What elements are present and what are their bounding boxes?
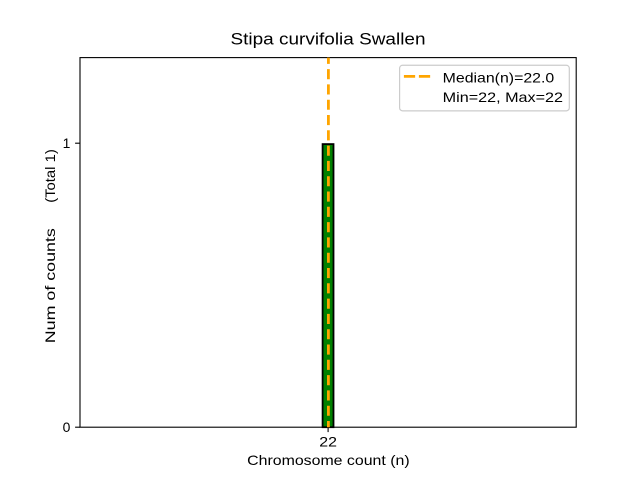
svg-text:Num of counts: Num of counts [42, 228, 58, 343]
svg-text:Chromosome count (n): Chromosome count (n) [247, 452, 410, 468]
svg-text:22: 22 [319, 434, 337, 450]
svg-text:0: 0 [63, 419, 71, 435]
svg-text:1: 1 [63, 135, 71, 151]
svg-text:Min=22, Max=22: Min=22, Max=22 [443, 89, 564, 105]
svg-text:Stipa curvifolia Swallen: Stipa curvifolia Swallen [231, 29, 426, 48]
svg-text:Median(n)=22.0: Median(n)=22.0 [443, 69, 555, 85]
svg-text:(Total 1): (Total 1) [42, 149, 58, 203]
